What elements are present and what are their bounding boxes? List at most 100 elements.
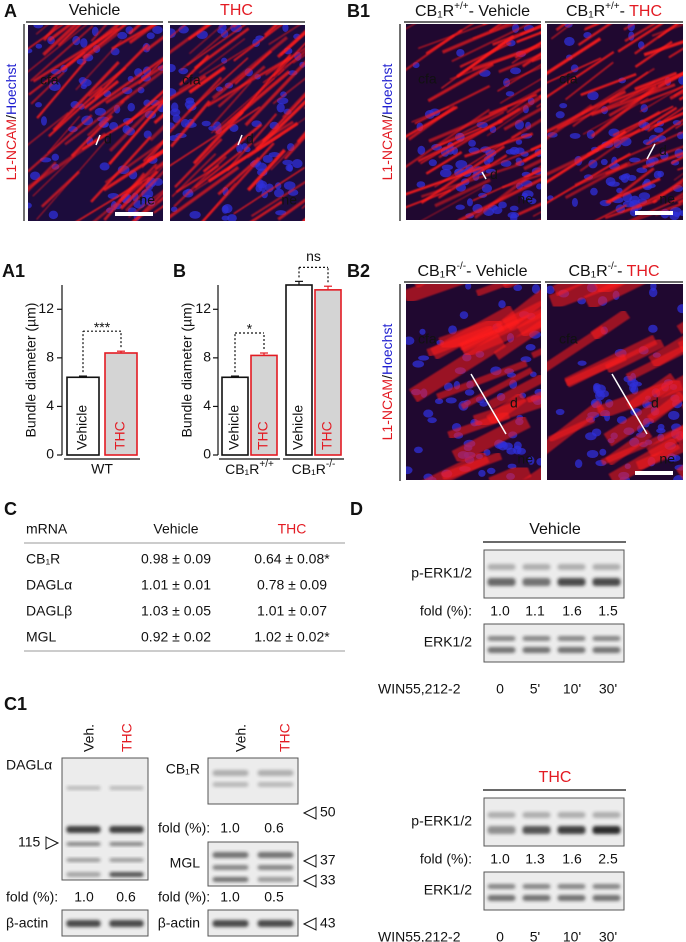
table-cell: 1.02 ± 0.02* [254, 629, 330, 645]
fiber [124, 170, 163, 212]
fiber [28, 132, 107, 190]
blot-title: THC [539, 769, 572, 786]
fiber [414, 84, 491, 125]
y-tick-label: 12 [195, 300, 211, 316]
nucleus [78, 77, 87, 85]
diameter-line [470, 373, 507, 435]
fiber [564, 61, 614, 101]
band [592, 564, 621, 570]
text-part: L1-NCAM [3, 119, 19, 180]
text-part: L1-NCAM [379, 379, 395, 440]
micrograph [547, 24, 683, 220]
fold-value: 1.6 [562, 603, 582, 619]
band [66, 786, 101, 790]
nucleus [283, 181, 296, 190]
fiber [629, 195, 683, 220]
fiber [475, 284, 512, 297]
fiber [153, 205, 163, 214]
image-annotation: d [651, 395, 659, 411]
fiber [406, 34, 455, 71]
fiber [142, 0, 226, 19]
bar [66, 376, 100, 456]
fiber [425, 151, 463, 175]
nucleus [35, 43, 43, 49]
nucleus [672, 119, 682, 126]
fiber [147, 25, 149, 26]
band [557, 895, 586, 901]
table-cell: MGL [26, 629, 57, 645]
fiber [501, 173, 541, 189]
band [557, 826, 586, 834]
diameter-line [95, 134, 101, 146]
fiber [550, 24, 573, 40]
fiber [547, 130, 627, 184]
nucleus [569, 132, 581, 139]
band [557, 647, 586, 653]
fiber [64, 94, 130, 146]
fiber [262, 94, 305, 142]
fiber [406, 284, 465, 304]
fiber [40, 170, 81, 208]
text-part: / [379, 115, 395, 119]
image-annotation: ne [517, 451, 533, 467]
nucleus [445, 397, 457, 404]
fold-value: 0.5 [264, 889, 284, 905]
image-annotation: cfa [40, 72, 59, 88]
fiber [617, 24, 664, 53]
fiber [111, 25, 156, 50]
fiber [233, 25, 283, 62]
fiber [594, 204, 627, 220]
fold-value: 0.6 [264, 820, 284, 836]
nucleus [227, 214, 237, 221]
table-header: mRNA [26, 521, 68, 537]
fiber [188, 65, 226, 94]
significance-label: * [247, 321, 253, 337]
nucleus [506, 447, 517, 455]
nucleus [127, 102, 136, 112]
text-part: Vehicle [476, 263, 528, 280]
nucleus [152, 25, 163, 34]
fiber [499, 78, 541, 104]
band [66, 872, 101, 877]
fiber [28, 111, 69, 146]
column-header: CB₁R+/+- THC [566, 1, 662, 20]
fiber [88, 67, 127, 97]
fiber [128, 25, 157, 44]
nucleus [282, 159, 293, 166]
fiber [600, 425, 683, 466]
nucleus [481, 184, 493, 193]
fiber [202, 123, 263, 173]
nucleus [465, 284, 472, 290]
text-part: CB₁R [417, 263, 456, 280]
band [66, 858, 101, 862]
band [109, 872, 144, 877]
image-annotation: cfa [418, 71, 437, 87]
nucleus [555, 111, 565, 119]
fiber [421, 185, 486, 220]
nucleus [221, 215, 230, 221]
text-part: +/+ [605, 1, 620, 12]
bar-label: THC [112, 421, 128, 450]
text-part: CB₁R [415, 3, 454, 20]
group-label: CB₁R+/+ [225, 459, 274, 477]
band [592, 895, 621, 901]
nucleus [608, 128, 620, 137]
fiber [580, 73, 637, 97]
micrograph [28, 0, 226, 221]
table-cell: DAGLα [26, 577, 72, 593]
fold-label: fold (%): [6, 889, 58, 905]
fiber [170, 74, 207, 101]
blot-target: CB₁R [166, 761, 200, 777]
fiber [28, 114, 93, 173]
diameter-line [611, 373, 648, 435]
text-part: / [3, 115, 19, 119]
fiber [128, 189, 163, 218]
fiber [604, 337, 665, 375]
nucleus [464, 389, 475, 396]
band [109, 858, 144, 862]
fiber [171, 153, 217, 198]
fiber [233, 167, 305, 215]
fiber [244, 60, 305, 127]
fiber [523, 158, 541, 171]
fiber [173, 155, 227, 208]
